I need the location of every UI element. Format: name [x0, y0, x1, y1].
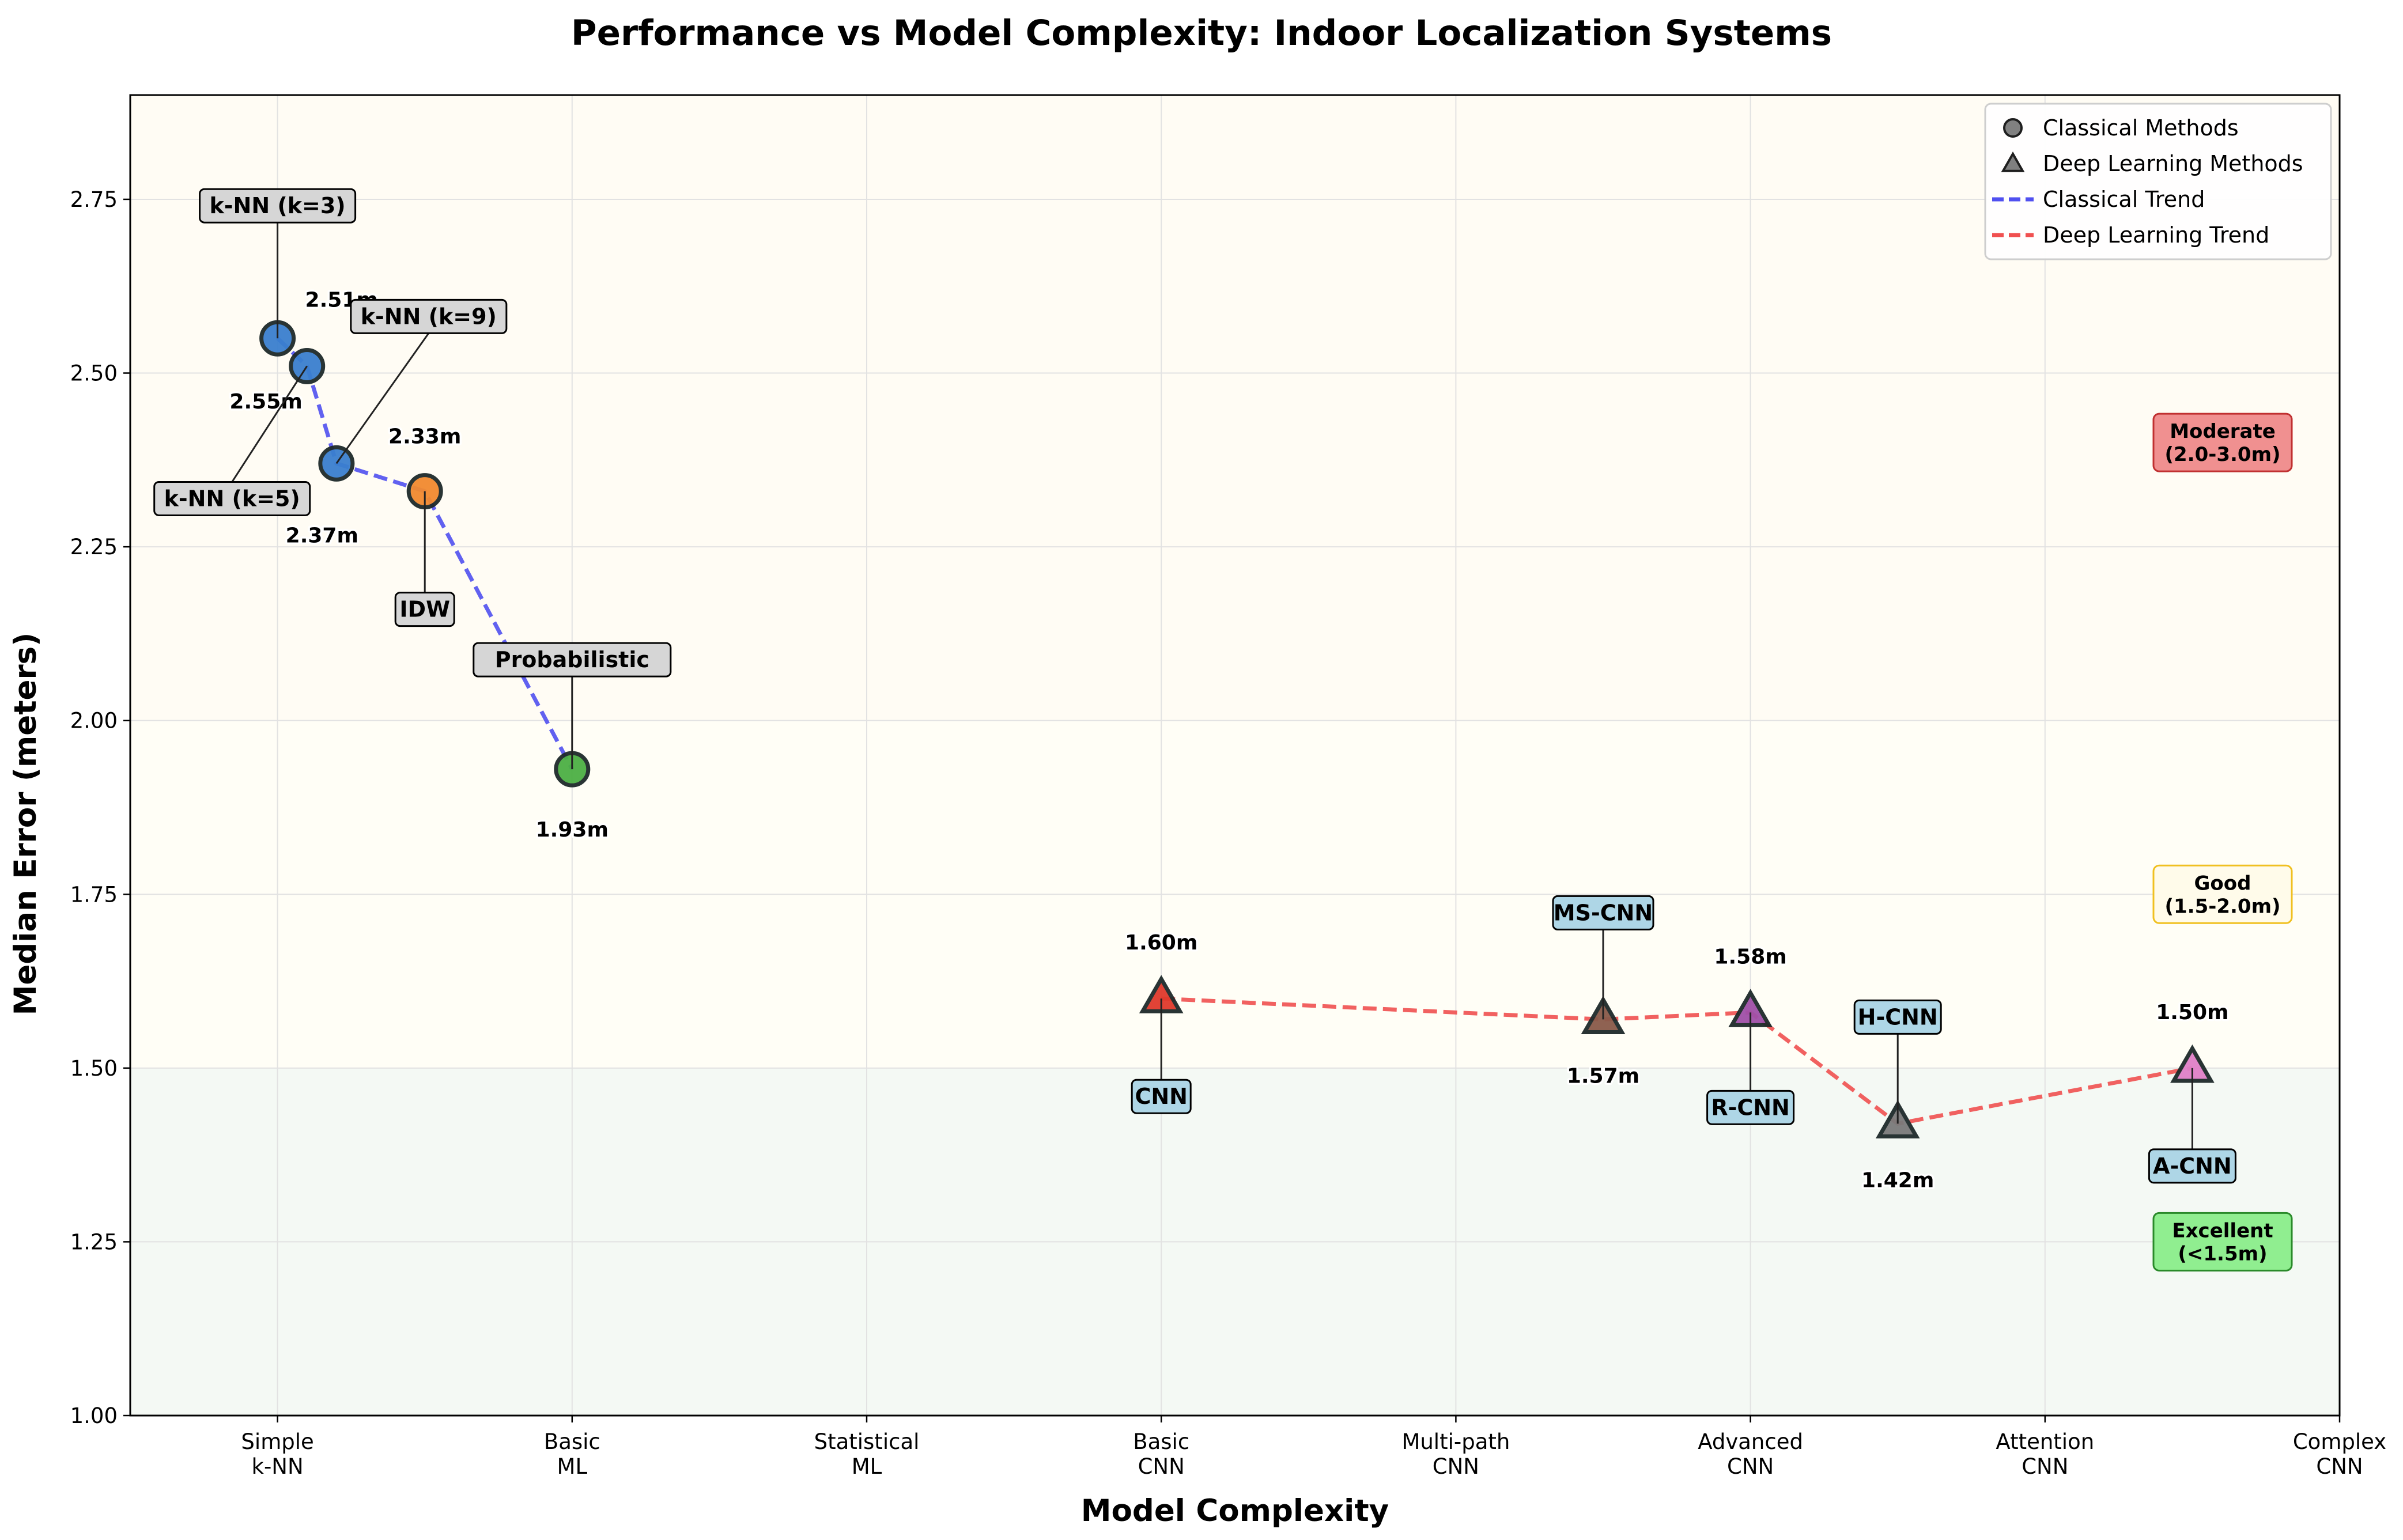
x-tick-label: CNN: [2316, 1454, 2363, 1479]
y-tick-label: 2.00: [70, 709, 118, 733]
x-axis-ticks: Simplek-NNBasicMLStatisticalMLBasicCNNMu…: [241, 1416, 2386, 1479]
zone-label-box: [2152, 413, 2293, 472]
method-label: CNN: [1135, 1084, 1188, 1109]
zone-label-text: (1.5-2.0m): [2164, 895, 2280, 918]
leader-line: [335, 332, 430, 464]
method-label: R-CNN: [1711, 1095, 1790, 1120]
value-label: 1.42m: [1861, 1168, 1934, 1192]
x-tick-label: ML: [852, 1454, 882, 1479]
method-label: k-NN (k=3): [210, 193, 346, 218]
method-label-box: [153, 480, 311, 516]
x-tick-label: Basic: [544, 1429, 600, 1454]
y-axis-title: Median Error (meters): [8, 633, 43, 1016]
x-tick-label: CNN: [2022, 1454, 2068, 1479]
y-tick-label: 1.75: [70, 882, 118, 907]
zone-label-text: (<1.5m): [2178, 1242, 2267, 1265]
zone-label-text: Moderate: [2170, 420, 2276, 443]
method-label-box: [473, 642, 672, 678]
y-tick-label: 1.50: [70, 1056, 118, 1081]
chart-title: Performance vs Model Complexity: Indoor …: [571, 13, 1832, 54]
method-label-box: [1853, 999, 1942, 1035]
x-tick-label: k-NN: [252, 1454, 304, 1479]
legend-entry: Deep Learning Methods: [2043, 151, 2303, 176]
y-tick-label: 1.25: [70, 1229, 118, 1254]
method-label-box: [1706, 1089, 1795, 1125]
method-label-box: [2148, 1148, 2236, 1184]
y-tick-label: 2.50: [70, 361, 118, 386]
method-label: Probabilistic: [495, 647, 649, 672]
plot-area: Simplek-NNBasicMLStatisticalMLBasicCNNMu…: [70, 94, 2386, 1479]
legend: Classical Methods Deep Learning Methods Cl…: [1984, 103, 2332, 260]
legend-entry: Deep Learning Trend: [2043, 222, 2269, 248]
zone-label-0: Moderate(2.0-3.0m): [2152, 413, 2293, 472]
value-label: 2.37m: [286, 524, 358, 547]
legend-box: [1984, 103, 2332, 260]
method-label: k-NN (k=9): [361, 304, 497, 329]
zone-label-2: Excellent(<1.5m): [2152, 1212, 2293, 1272]
method-label: IDW: [399, 597, 450, 622]
method-label-box: [1552, 895, 1654, 930]
x-tick-label: Multi-path: [1401, 1429, 1510, 1454]
zone-label-1: Good(1.5-2.0m): [2152, 864, 2293, 924]
value-label: 1.58m: [1714, 945, 1786, 968]
method-label: H-CNN: [1858, 1004, 1938, 1030]
x-tick-label: Statistical: [814, 1429, 920, 1454]
legend-entry: Classical Trend: [2043, 187, 2205, 212]
method-label: A-CNN: [2153, 1153, 2232, 1179]
y-tick-label: 1.00: [70, 1403, 118, 1428]
leader-line: [231, 365, 308, 483]
zone-label-box: [2152, 864, 2293, 924]
x-tick-label: Basic: [1133, 1429, 1189, 1454]
x-tick-label: Advanced: [1698, 1429, 1803, 1454]
method-label-box: [394, 592, 455, 627]
x-tick-label: CNN: [1433, 1454, 1479, 1479]
y-tick-label: 2.25: [70, 535, 118, 559]
x-tick-label: CNN: [1727, 1454, 1774, 1479]
value-label: 2.55m: [229, 390, 302, 414]
method-label: k-NN (k=5): [164, 486, 300, 511]
y-tick-label: 2.75: [70, 187, 118, 212]
x-tick-label: Simple: [241, 1429, 313, 1454]
value-label: 1.93m: [536, 818, 609, 842]
method-label-box: [1131, 1079, 1192, 1114]
value-label: 1.57m: [1567, 1064, 1639, 1088]
method-label: MS-CNN: [1554, 900, 1653, 925]
zone-label-box: [2152, 1212, 2293, 1272]
zone-label-text: Good: [2194, 872, 2251, 895]
x-tick-label: Complex: [2293, 1429, 2386, 1454]
zone-label-text: Excellent: [2172, 1219, 2273, 1242]
plot-frame: [129, 94, 2341, 1417]
value-label: 1.50m: [2156, 1001, 2228, 1024]
value-label: 1.60m: [1125, 931, 1197, 955]
zone-label-text: (2.0-3.0m): [2164, 443, 2280, 466]
x-tick-label: ML: [557, 1454, 588, 1479]
value-label: 2.33m: [388, 425, 461, 449]
x-tick-label: Attention: [1996, 1429, 2094, 1454]
x-tick-label: CNN: [1138, 1454, 1185, 1479]
y-axis-ticks: 1.00 1.25 1.50 1.75 2.00 2.25 2.50 2.75: [70, 187, 130, 1428]
legend-marker-circle: [2003, 118, 2023, 138]
annotations-1: CNN 1.60m MS-CNN 1.57m R-CNN 1.58m H-CNN 1.42m A…: [1123, 895, 2236, 1194]
legend-entry: Classical Methods: [2043, 115, 2239, 141]
method-label-box: [350, 298, 508, 334]
legend-marker-triangle: [2001, 151, 2025, 172]
method-label-box: [199, 188, 357, 224]
x-axis-title: Model Complexity: [1081, 1493, 1389, 1528]
